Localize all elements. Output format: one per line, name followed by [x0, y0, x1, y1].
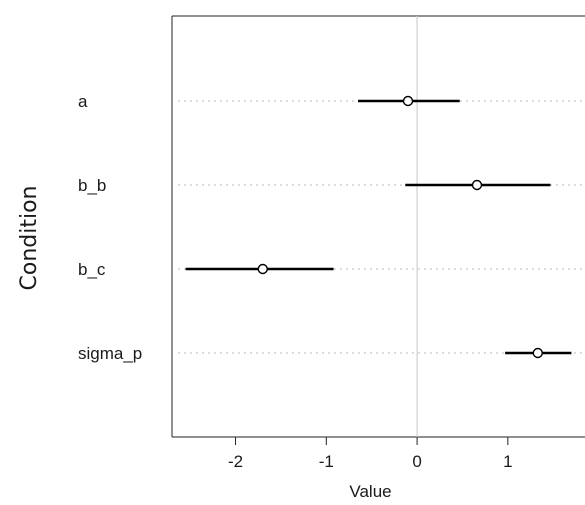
x-tick-label: 0: [412, 452, 421, 471]
row-guides: [178, 100, 583, 354]
x-axis-ticks: -2 -1 0 1: [228, 437, 513, 471]
x-tick-label: 1: [503, 452, 512, 471]
category-label: a: [78, 92, 88, 111]
category-label: b_b: [78, 176, 106, 195]
interval-lines: [185, 99, 572, 355]
y-axis-title: Condition: [17, 186, 42, 291]
estimate-points: [257, 95, 543, 359]
estimate-point: [257, 263, 268, 275]
x-axis-title: Value: [349, 482, 391, 500]
estimate-point: [402, 95, 414, 107]
plot-frame: [171, 15, 585, 438]
category-label: b_c: [78, 260, 106, 279]
x-tick-label: -2: [228, 452, 243, 471]
estimate-point: [471, 179, 483, 191]
category-label: sigma_p: [78, 344, 142, 363]
x-tick-label: -1: [319, 452, 334, 471]
category-labels: a b_b b_c sigma_p: [78, 92, 142, 363]
estimate-point: [532, 347, 543, 359]
